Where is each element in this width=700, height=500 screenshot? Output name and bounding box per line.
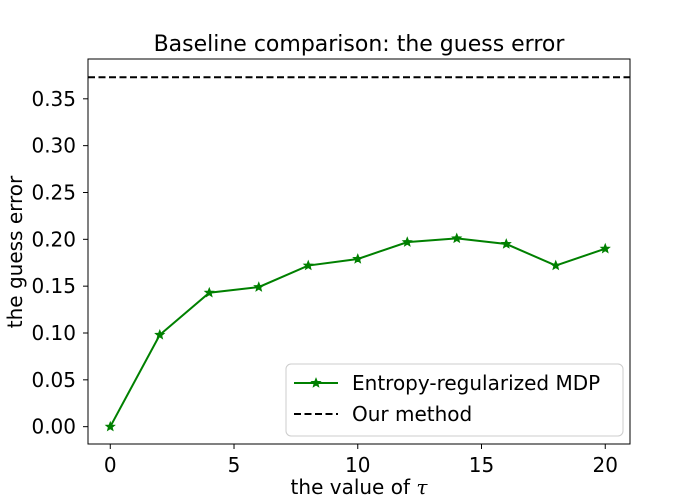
data-point-star-icon: [401, 236, 413, 247]
x-axis-label-symbol: τ: [416, 475, 428, 499]
data-point-star-icon: [500, 238, 512, 249]
y-axis-label: the guess error: [3, 175, 27, 328]
data-point-star-icon: [550, 259, 562, 271]
chart-title: Baseline comparison: the guess error: [154, 32, 566, 57]
legend-our-method-label: Our method: [352, 402, 472, 426]
data-point-star-icon: [104, 420, 116, 432]
x-tick-label: 20: [593, 453, 618, 477]
y-axis: 0.00 0.05 0.10 0.15 0.20 0.25 0.30 0.35: [31, 87, 88, 439]
data-point-star-icon: [352, 253, 364, 264]
legend-entropy-star-icon: [310, 377, 322, 388]
x-axis-label: the value of τ: [291, 475, 429, 499]
y-tick-label: 0.00: [31, 415, 76, 439]
data-point-star-icon: [451, 232, 463, 244]
data-point-star-icon: [203, 286, 215, 298]
x-tick-label: 0: [104, 453, 117, 477]
y-tick-label: 0.10: [31, 321, 76, 345]
y-tick-label: 0.30: [31, 134, 76, 158]
x-axis: 0 5 10 15 20: [104, 444, 618, 477]
entropy-regularized-mdp-markers: [104, 232, 611, 432]
y-tick-label: 0.15: [31, 274, 76, 298]
legend: Entropy-regularized MDP Our method: [285, 363, 624, 437]
data-point-star-icon: [302, 259, 314, 271]
data-point-star-icon: [599, 242, 611, 254]
legend-entropy-label: Entropy-regularized MDP: [352, 371, 600, 395]
y-tick-label: 0.35: [31, 87, 76, 111]
data-point-star-icon: [253, 281, 265, 292]
y-tick-label: 0.25: [31, 180, 76, 204]
x-tick-label: 5: [228, 453, 241, 477]
data-point-star-icon: [154, 328, 166, 340]
x-tick-label: 15: [469, 453, 494, 477]
x-tick-label: 10: [345, 453, 370, 477]
y-tick-label: 0.05: [31, 368, 76, 392]
x-axis-label-prefix: the value of: [291, 475, 417, 499]
y-tick-label: 0.20: [31, 227, 76, 251]
legend-box: [285, 363, 624, 437]
